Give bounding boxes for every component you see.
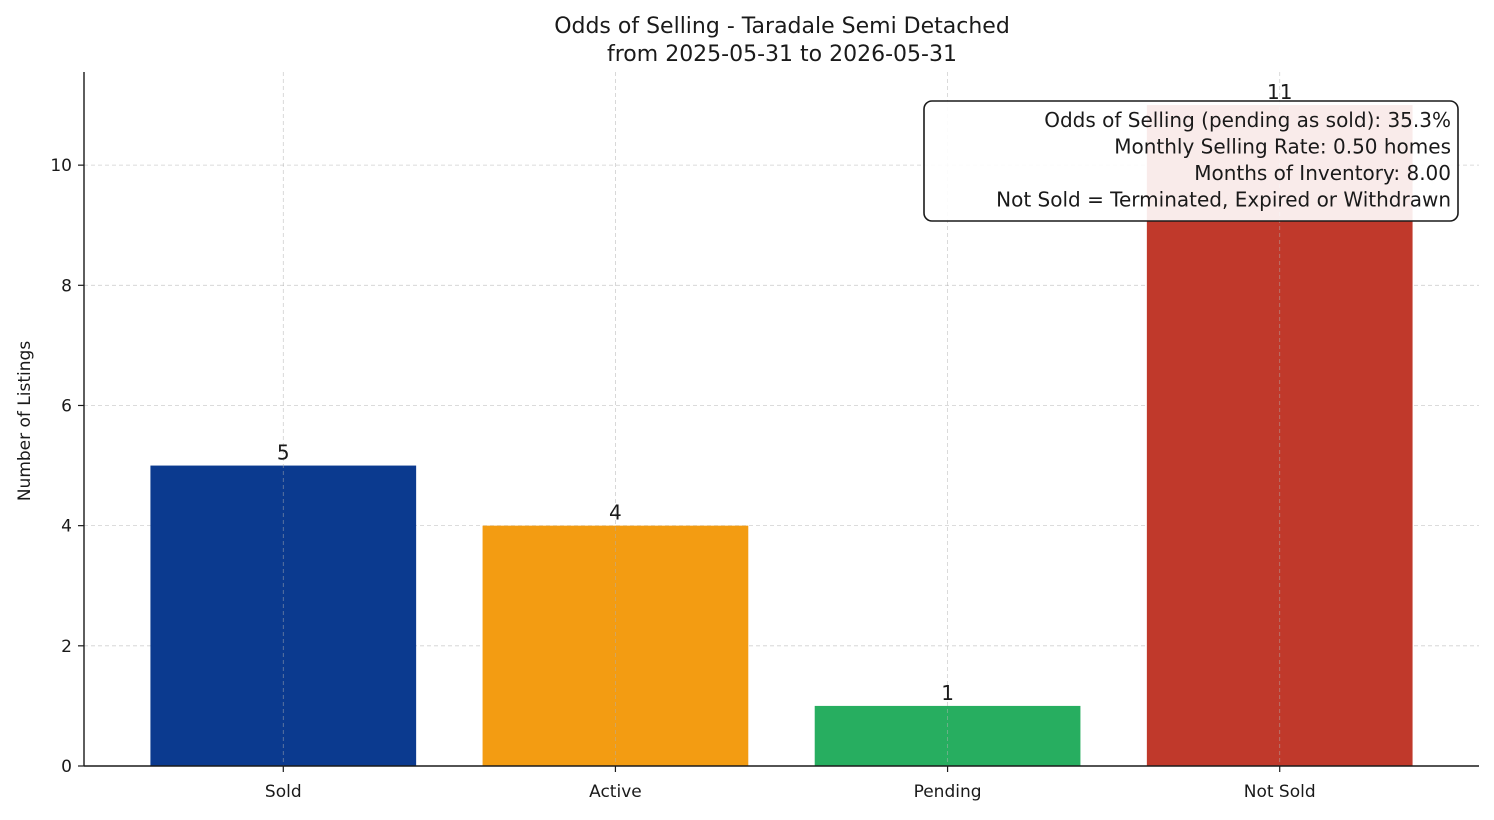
y-tick-label: 2 — [61, 637, 72, 657]
y-tick-label: 8 — [61, 276, 72, 296]
y-tick-label: 6 — [61, 396, 72, 416]
y-axis-label: Number of Listings — [15, 341, 35, 501]
bar-value-label: 11 — [1267, 80, 1292, 104]
y-tick-label: 0 — [61, 757, 72, 777]
bar-value-label: 5 — [277, 441, 290, 465]
x-tick-label: Pending — [914, 782, 982, 802]
chart-subtitle: from 2025-05-31 to 2026-05-31 — [607, 42, 957, 67]
annotation-line: Months of Inventory: 8.00 — [1194, 161, 1451, 185]
y-tick-label: 4 — [61, 517, 72, 537]
x-tick-label: Active — [589, 782, 642, 802]
bar-pending — [814, 705, 1081, 766]
chart-title: Odds of Selling - Taradale Semi Detached — [554, 14, 1010, 39]
axis-layer: 0 2 4 6 8 10 Sold Active Pending Not Sold — [50, 72, 1479, 802]
annotation-line: Monthly Selling Rate: 0.50 homes — [1114, 135, 1451, 159]
bar-value-label: 4 — [609, 501, 622, 525]
annotation-frame — [923, 100, 1459, 222]
annotation-line: Not Sold = Terminated, Expired or Withdr… — [996, 188, 1451, 212]
bar-sold — [150, 465, 417, 766]
annotation-line: Odds of Selling (pending as sold): 35.3% — [1044, 108, 1451, 132]
x-tick-label: Not Sold — [1244, 782, 1316, 802]
x-tick-label: Sold — [265, 782, 302, 802]
y-tick-label: 10 — [50, 156, 72, 176]
bar-active — [482, 525, 749, 766]
annotation-box: Odds of Selling (pending as sold): 35.3%… — [923, 100, 1459, 222]
bar-value-label: 1 — [941, 681, 954, 705]
